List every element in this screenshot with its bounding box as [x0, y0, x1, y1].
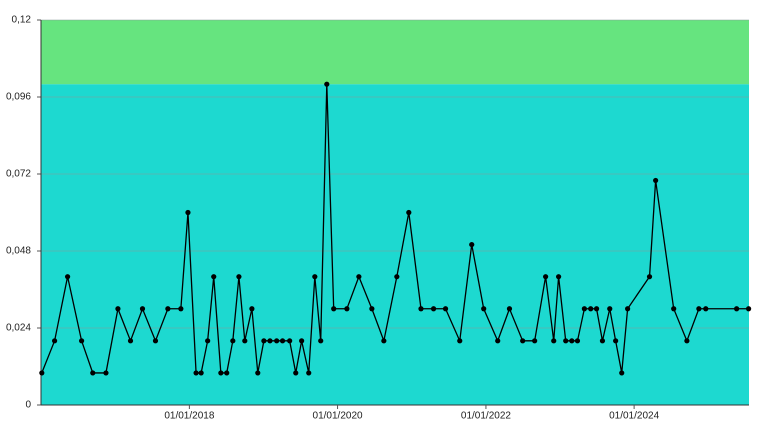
point: [551, 338, 557, 344]
point: [152, 338, 159, 344]
point: [532, 338, 538, 344]
point: [563, 338, 569, 344]
point: [224, 370, 230, 376]
point: [581, 306, 587, 312]
point: [469, 241, 475, 248]
point: [593, 306, 600, 312]
x-tick-label: 01/01/2022: [461, 411, 511, 422]
point: [318, 338, 324, 344]
point: [312, 274, 318, 280]
point: [139, 306, 146, 312]
y-tick-label: 0: [25, 400, 31, 411]
point: [457, 338, 463, 344]
point: [543, 274, 549, 280]
point: [745, 306, 752, 312]
point: [619, 370, 625, 376]
point: [653, 177, 659, 184]
point: [430, 306, 437, 312]
point: [324, 81, 330, 87]
point: [165, 306, 171, 312]
point: [506, 306, 513, 312]
point: [51, 338, 58, 344]
point: [442, 306, 449, 312]
point: [236, 274, 242, 280]
point: [274, 338, 280, 344]
point: [613, 338, 619, 344]
point: [569, 338, 575, 344]
line: [41, 84, 749, 374]
point: [394, 274, 400, 280]
point: [696, 306, 702, 312]
x-tick-label: 01/01/2020: [313, 411, 363, 422]
point: [406, 209, 412, 216]
point: [103, 370, 109, 376]
x-tick-label: 01/01/2024: [609, 411, 659, 422]
point: [646, 274, 653, 280]
point: [495, 338, 501, 344]
point: [78, 338, 85, 344]
point: [193, 370, 199, 376]
point: [520, 338, 526, 344]
y-tick-label: 0,096: [6, 92, 31, 103]
point: [255, 370, 261, 376]
point: [599, 338, 606, 344]
point: [198, 370, 204, 376]
point: [267, 338, 273, 344]
y-tick-label: 0,048: [6, 246, 31, 257]
x-tick-label: 01/01/2018: [164, 411, 214, 422]
point: [556, 274, 562, 280]
band: [41, 20, 749, 85]
point: [261, 338, 267, 344]
point: [734, 306, 740, 312]
point: [115, 306, 121, 312]
y-tick-label: 0,024: [6, 323, 31, 334]
point: [588, 306, 594, 312]
point: [703, 306, 709, 312]
point: [684, 338, 690, 344]
y-tick-label: 0,12: [12, 15, 32, 26]
point: [242, 338, 248, 344]
y-tick-label: 0,072: [6, 169, 31, 180]
point: [344, 306, 350, 312]
point: [356, 274, 362, 280]
point: [481, 306, 487, 312]
point: [671, 306, 677, 312]
point: [185, 209, 191, 216]
point: [39, 370, 45, 376]
point: [90, 370, 96, 376]
point: [306, 370, 312, 376]
point: [178, 306, 184, 312]
point: [279, 338, 286, 344]
point: [331, 306, 337, 312]
point: [625, 306, 631, 312]
point: [230, 338, 236, 344]
point: [127, 338, 134, 344]
point: [574, 338, 581, 344]
point: [249, 306, 255, 312]
point: [218, 370, 224, 376]
point: [293, 370, 299, 376]
point: [287, 338, 293, 344]
point: [211, 274, 217, 280]
point: [418, 306, 424, 312]
point: [607, 306, 613, 312]
point: [369, 306, 375, 312]
band: [41, 84, 749, 406]
point: [299, 338, 305, 344]
point: [205, 338, 211, 344]
point: [381, 338, 387, 344]
point: [64, 274, 71, 280]
